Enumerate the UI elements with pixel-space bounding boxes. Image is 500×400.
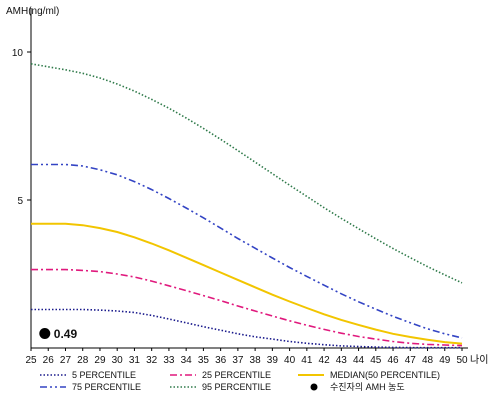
- x-tick-label: 36: [215, 355, 227, 366]
- legend-label-3: 75 PERCENTILE: [72, 382, 141, 392]
- x-tick-label: 31: [129, 355, 141, 366]
- x-tick-label: 38: [250, 355, 262, 366]
- axes: AMH(ng/ml) 5 10 25 26 27 28 29 30 31 32 33 34 35 36 37 3…: [6, 6, 488, 366]
- legend-label-1: 25 PERCENTILE: [202, 370, 271, 380]
- legend-label-2: MEDIAN(50 PERCENTILE): [330, 370, 440, 380]
- series-line-2: [31, 222, 463, 345]
- patient-amh-label: 0.49: [54, 327, 78, 341]
- x-tick-label: 39: [267, 355, 279, 366]
- legend-label-4: 95 PERCENTILE: [202, 382, 271, 392]
- x-tick-label: 35: [198, 355, 210, 366]
- x-tick-label: 32: [146, 355, 158, 366]
- legend-label-0: 5 PERCENTILE: [72, 370, 136, 380]
- x-tick-label: 34: [181, 355, 193, 366]
- x-tick-label: 47: [405, 355, 417, 366]
- x-tick-label: 30: [112, 355, 124, 366]
- x-tick-label: 29: [94, 355, 106, 366]
- series-line-3: [31, 163, 463, 339]
- x-tick-label: 46: [387, 355, 399, 366]
- x-tick-label: 50: [456, 355, 468, 366]
- x-tick-label: 44: [353, 355, 365, 366]
- y-tick-label: 5: [17, 196, 23, 207]
- point-layer: 0.49: [39, 327, 77, 341]
- x-tick-label: 37: [232, 355, 244, 366]
- series-line-0: [31, 308, 462, 349]
- x-axis-title: 나이: [470, 354, 488, 366]
- y-tick-label: 10: [12, 48, 24, 59]
- y-axis-title: AMH(ng/ml): [6, 6, 59, 17]
- x-tick-label: 45: [370, 355, 382, 366]
- legend-point-marker: [310, 383, 318, 391]
- series-line-1: [31, 268, 463, 347]
- x-tick-label: 42: [319, 355, 331, 366]
- legend-point-label: 수진자의 AMH 농도: [330, 382, 405, 392]
- series-layer: [30, 63, 463, 349]
- x-tick-label: 33: [163, 355, 175, 366]
- x-tick-label: 25: [25, 355, 37, 366]
- x-tick-label: 49: [439, 355, 451, 366]
- x-tick-label: 41: [301, 355, 313, 366]
- x-tick-label: 48: [422, 355, 434, 366]
- x-tick-label: 40: [284, 355, 296, 366]
- x-tick-label: 26: [43, 355, 55, 366]
- series-line-4: [30, 63, 463, 284]
- x-tick-label: 27: [60, 355, 72, 366]
- x-tick-label: 43: [336, 355, 348, 366]
- legend: 5 PERCENTILE 25 PERCENTILE MEDIAN(50 PERCE…: [40, 370, 440, 392]
- patient-amh-point: [39, 327, 51, 339]
- x-tick-label: 28: [77, 355, 89, 366]
